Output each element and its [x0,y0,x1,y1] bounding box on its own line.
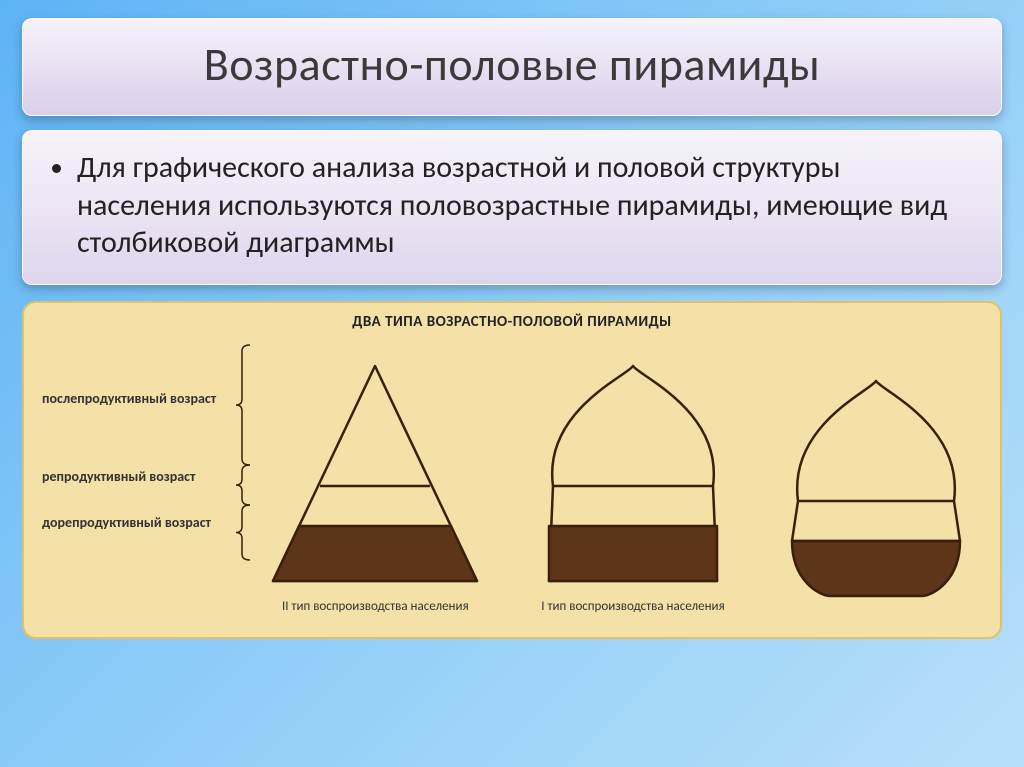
caption-type-ii: II тип воспроизводства населения [282,600,469,615]
age-label-repro: репродуктивный возраст [42,469,218,484]
slide-title: Возрастно-половые пирамиды [51,37,973,93]
caption-type-i: I тип воспроизводства населения [541,600,724,615]
age-label-post: послепродуктивный возраст [42,391,218,406]
shape-triangle-block: II тип воспроизводства населения [265,356,485,615]
title-panel: Возрастно-половые пирамиды [22,18,1002,116]
pyramid-triangle-icon [265,356,485,596]
brackets-column [232,335,254,615]
pyramid-onion-icon [538,356,728,596]
diagram-body: послепродуктивный возраст репродуктивный… [42,335,982,615]
shapes-row: II тип воспроизводства населения I тип в… [254,335,982,615]
diagram-title: ДВА ТИПА ВОЗРАСТНО-ПОЛОВОЙ ПИРАМИДЫ [42,313,982,331]
body-text-panel: Для графического анализа возрастной и по… [22,130,1002,285]
shape-urn-block [781,371,971,615]
shape-onion-block: I тип воспроизводства населения [538,356,728,615]
diagram-panel: ДВА ТИПА ВОЗРАСТНО-ПОЛОВОЙ ПИРАМИДЫ посл… [22,301,1002,639]
pyramid-urn-icon [781,371,971,611]
age-labels-column: послепродуктивный возраст репродуктивный… [42,335,232,615]
brackets-icon [232,335,254,575]
body-bullet: Для графического анализа возрастной и по… [77,149,971,262]
age-label-pre: дорепродуктивный возраст [42,515,218,530]
